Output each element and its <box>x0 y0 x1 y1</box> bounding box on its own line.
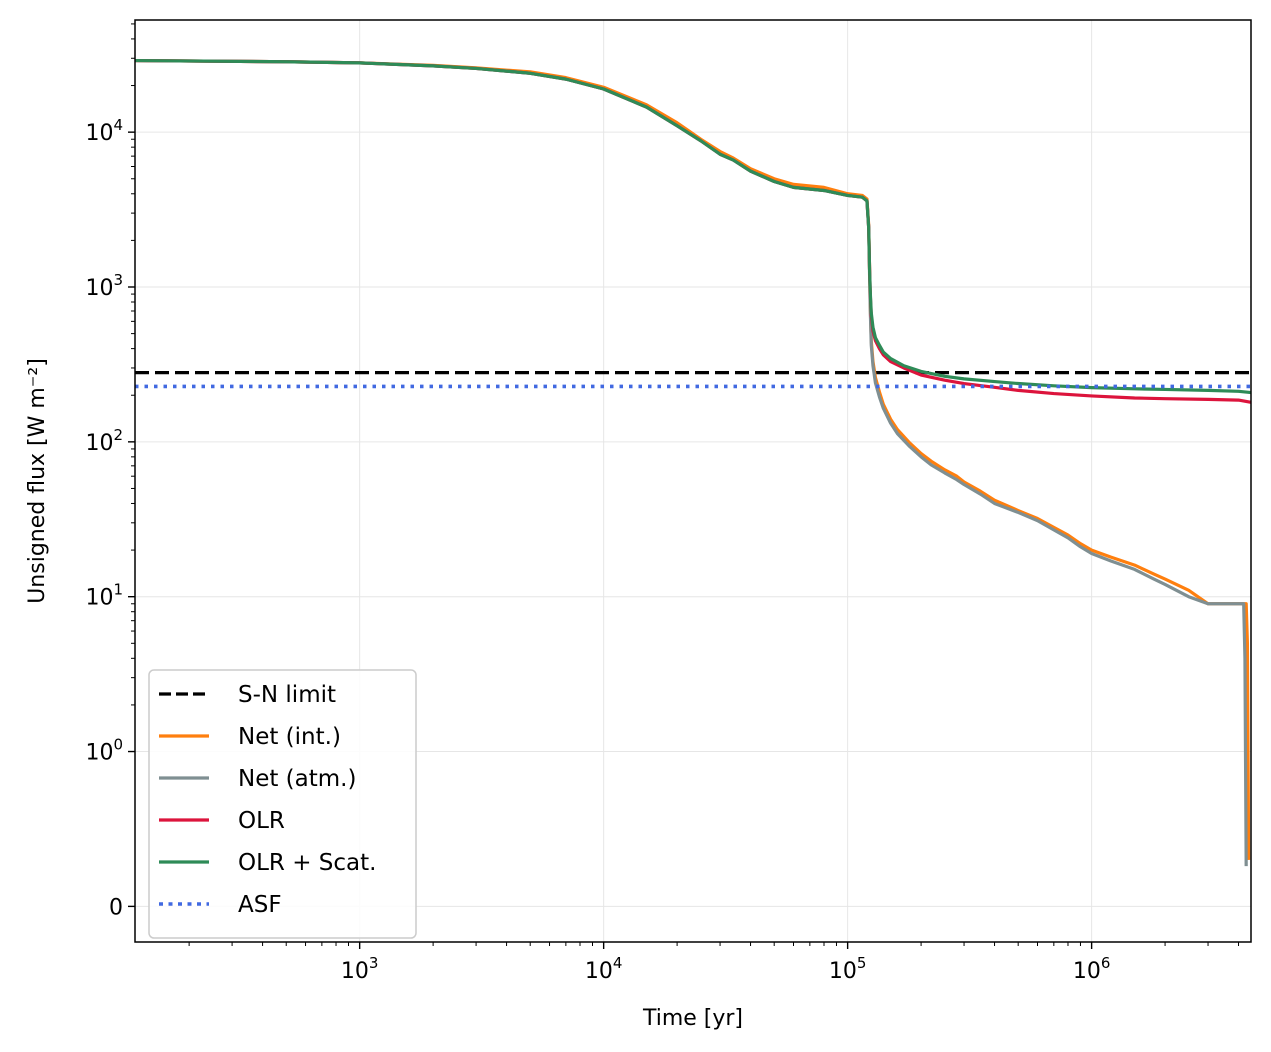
series-lines <box>134 58 1252 867</box>
x-tick-label: 104 <box>585 954 623 984</box>
legend: S-N limit Net (int.) Net (atm.) OLR OLR + Sc… <box>148 669 417 939</box>
y-tick-label: 102 <box>85 426 123 456</box>
plot-frame <box>134 19 1252 943</box>
legend-label-5: ASF <box>238 892 282 918</box>
y-axis-ticks: 0 100 101 102 103 104 <box>85 116 135 920</box>
legend-label-2: Net (atm.) <box>238 766 356 792</box>
x-axis-ticks: 103 104 105 106 <box>341 942 1111 984</box>
y-tick-label: 0 <box>109 895 123 920</box>
x-tick-label: 103 <box>341 954 379 984</box>
legend-label-0: S-N limit <box>238 682 336 708</box>
y-tick-label: 104 <box>85 116 123 146</box>
x-tick-label: 105 <box>829 954 867 984</box>
x-axis-label: Time [yr] <box>642 1006 743 1031</box>
x-tick-label: 106 <box>1073 954 1111 984</box>
legend-box <box>148 669 417 939</box>
y-tick-label: 101 <box>85 581 123 611</box>
y-axis-label: Unsigned flux [W m⁻²] <box>25 358 50 604</box>
y-tick-label: 100 <box>85 736 123 766</box>
minor-ticks <box>131 23 1240 946</box>
series-line-4 <box>134 58 1252 395</box>
legend-label-4: OLR + Scat. <box>238 850 376 876</box>
y-tick-label: 103 <box>85 271 123 301</box>
legend-label-3: OLR <box>238 808 285 834</box>
legend-label-1: Net (int.) <box>238 724 341 750</box>
